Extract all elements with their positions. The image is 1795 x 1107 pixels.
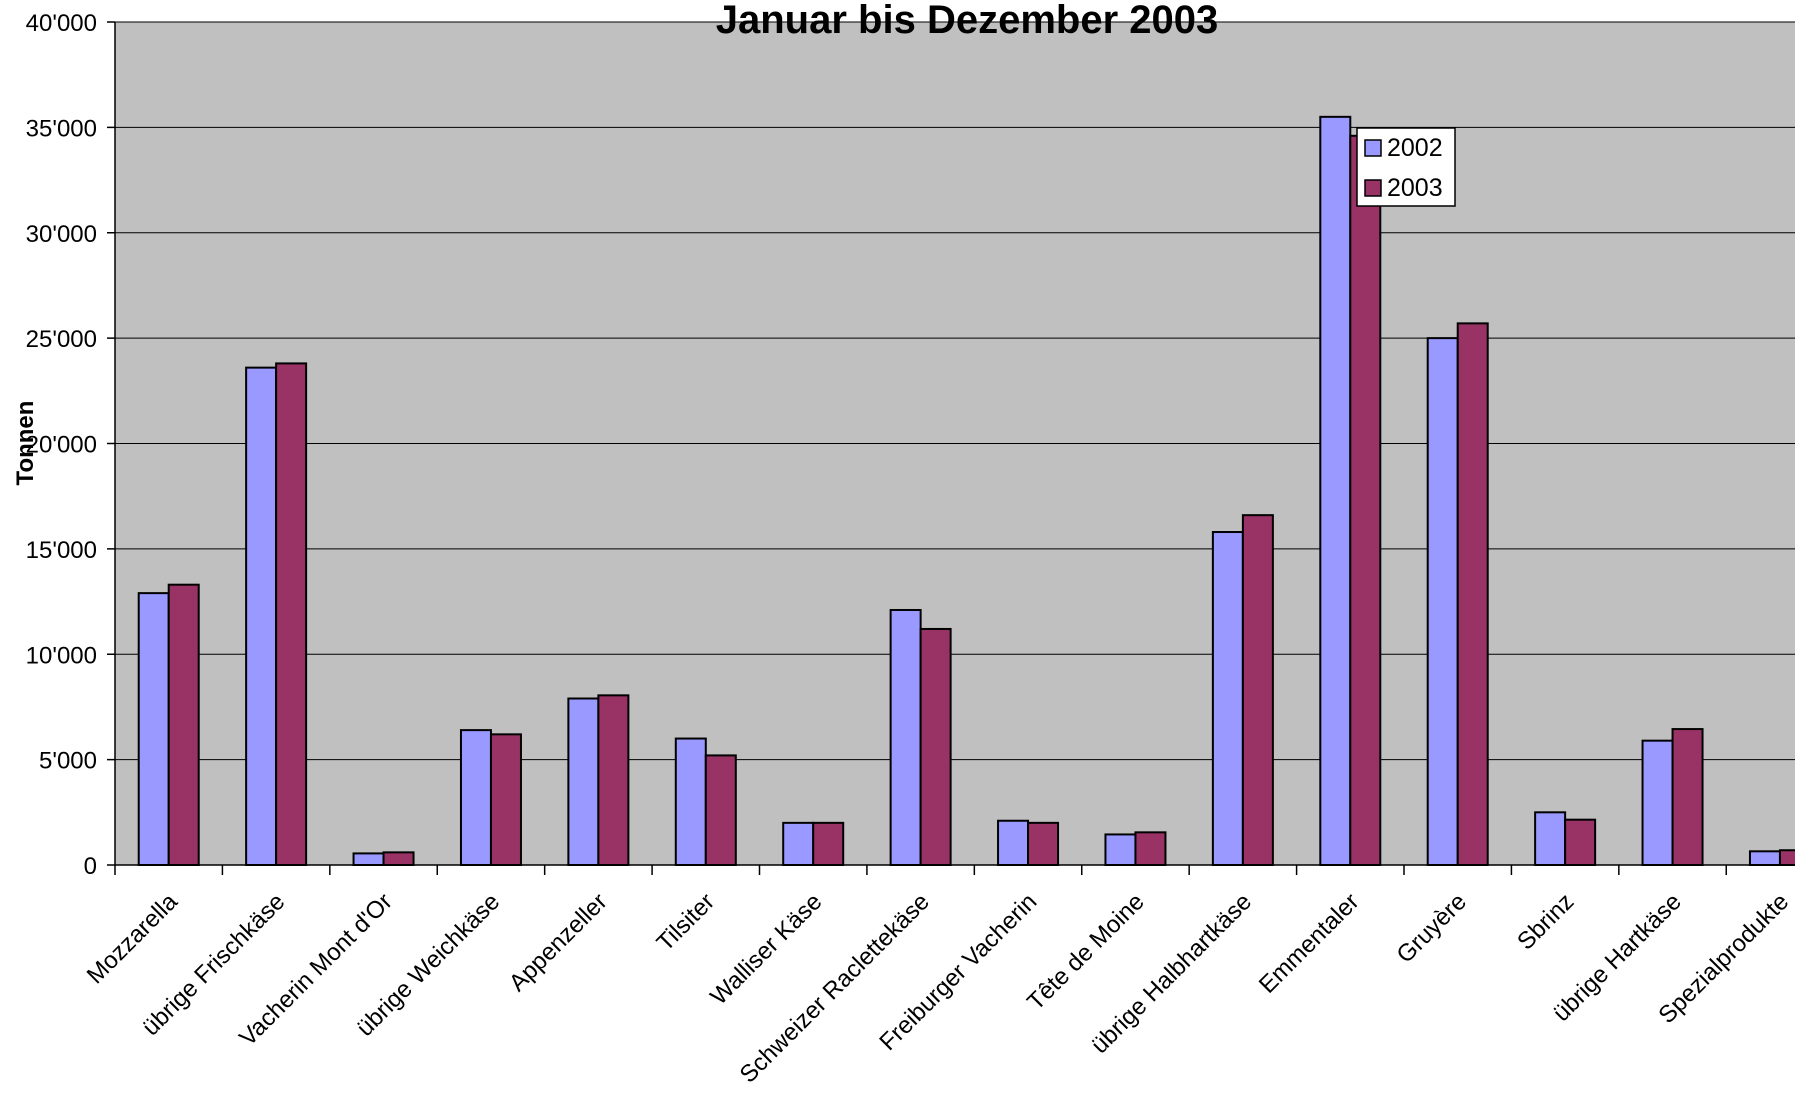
y-axis-label: Tonnen	[12, 401, 39, 486]
y-tick-label: 40'000	[26, 10, 97, 37]
bar-2002	[567, 697, 600, 866]
y-tick-label: 35'000	[26, 115, 97, 142]
bar-2002	[1319, 115, 1352, 866]
chart-title: Januar bis Dezember 2003	[716, 0, 1218, 42]
legend-label-2003: 2003	[1387, 174, 1443, 202]
bar-2003	[1241, 514, 1274, 867]
bar-2003	[382, 851, 415, 866]
y-axis-ticks: 0 5'000 10'000 15'000 20'000 25'000 30'000 35'0…	[26, 10, 115, 880]
bar-2002	[137, 592, 170, 866]
bar-2003	[1456, 322, 1489, 866]
bar-2002	[997, 819, 1030, 866]
gridlines	[115, 21, 1795, 761]
bar-2003	[812, 821, 845, 866]
bar-2002	[352, 852, 385, 867]
bar-2002	[782, 821, 815, 866]
bar-2003	[275, 362, 308, 866]
x-tick-label: Schweizer Raclettekäse	[735, 888, 935, 1088]
y-tick-label: 25'000	[26, 326, 97, 353]
bar-2002	[674, 737, 707, 866]
bar-2003	[1564, 818, 1597, 866]
x-tick-label: Sbrinz	[1512, 888, 1579, 955]
y-tick-label: 5'000	[39, 748, 97, 775]
bar-2002	[1104, 833, 1137, 866]
bar-2003	[1671, 728, 1704, 866]
x-tick-label: Walliser Käse	[705, 888, 827, 1010]
bar-2002	[889, 608, 922, 866]
y-tick-label: 0	[84, 853, 97, 880]
bars	[137, 115, 1795, 867]
bar-2003	[1349, 134, 1382, 866]
legend-label-2002: 2002	[1387, 134, 1443, 162]
x-tick-label: Gruyère	[1392, 888, 1472, 968]
bar-2003	[597, 694, 630, 866]
bar-2002	[1641, 739, 1674, 866]
legend-swatch-2003	[1364, 179, 1382, 197]
x-tick-label: Mozzarella	[82, 888, 184, 990]
bar-2003	[919, 627, 952, 867]
bar-2002	[1748, 850, 1781, 867]
bar-2003	[1778, 849, 1795, 866]
bar-2003	[704, 754, 737, 866]
x-tick-label: Tilsiter	[652, 888, 720, 956]
y-tick-label: 30'000	[26, 221, 97, 248]
y-tick-label: 10'000	[26, 642, 97, 669]
legend-swatch-2002	[1364, 139, 1382, 157]
bar-2002	[245, 366, 278, 866]
bar-2003	[1134, 831, 1167, 866]
bar-2002	[1211, 531, 1244, 866]
x-tick-label: Emmentaler	[1254, 888, 1365, 999]
y-tick-label: 20'000	[26, 432, 97, 459]
bar-2002	[1534, 811, 1567, 866]
bar-2003	[1027, 821, 1060, 866]
x-tick-label: Appenzeller	[504, 888, 613, 997]
bar-2002	[1426, 337, 1459, 866]
bar-2003	[489, 733, 522, 867]
y-tick-label: 15'000	[26, 537, 97, 564]
legend: 2002 2003	[1356, 127, 1456, 207]
bar-2002	[459, 729, 492, 866]
bar-2003	[167, 583, 200, 866]
